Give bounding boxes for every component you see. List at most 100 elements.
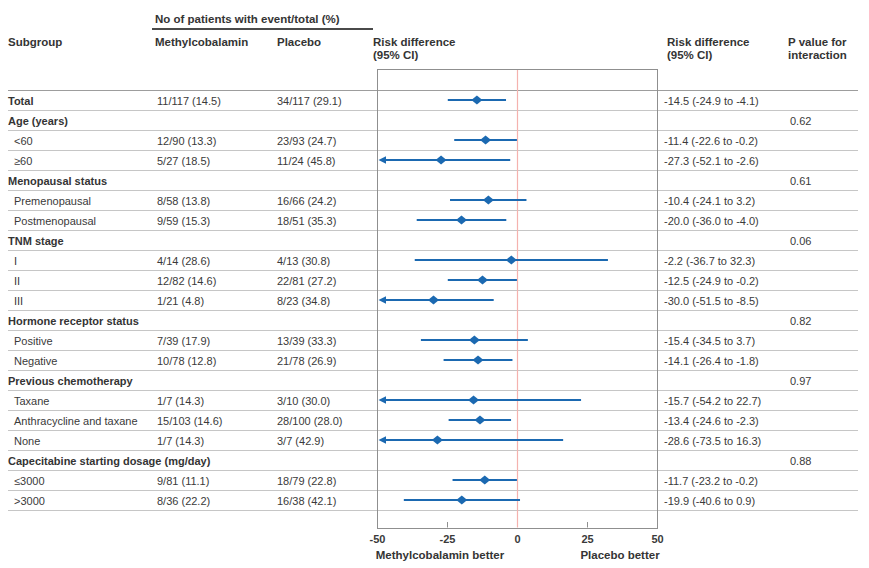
point-estimate-diamond [473,355,484,364]
subgroup-label: ≥60 [14,155,32,167]
subgroup-label: III [14,295,23,307]
subgroup-section-label: Capecitabine starting dosage (mg/day) [8,455,210,467]
placebo-value: 34/117 (29.1) [277,95,342,107]
methylcobalamin-value: 12/82 (14.6) [157,275,216,287]
placebo-value: 8/23 (34.8) [277,295,330,307]
x-axis-tick-label: -50 [370,533,386,545]
forest-plot-figure: No of patients with event/total (%) Subg… [0,0,869,568]
placebo-value: 23/93 (24.7) [277,135,336,147]
subgroup-label: Positive [14,335,53,347]
column-header-risk-difference-text: Risk difference (95% CI) [667,36,749,61]
p-value-interaction: 0.06 [790,235,811,247]
point-estimate-diamond [479,475,490,484]
risk-difference-ci-value: -14.1 (-26.4 to -1.8) [664,355,759,367]
methylcobalamin-value: 9/59 (15.3) [157,215,210,227]
methylcobalamin-value: 9/81 (11.1) [157,475,209,487]
methylcobalamin-value: 15/103 (14.6) [157,415,222,427]
p-value-interaction: 0.88 [790,455,811,467]
ci-arrow-left [379,436,387,444]
left-better-label: Methylcobalamin better [376,549,504,561]
point-estimate-diamond [432,435,443,444]
point-estimate-diamond [436,155,447,164]
risk-difference-ci-value: -19.9 (-40.6 to 0.9) [664,495,755,507]
p-value-interaction: 0.62 [790,115,811,127]
methylcobalamin-value: 8/36 (22.2) [157,495,210,507]
events-header-underline [152,28,373,30]
subgroup-label: Postmenopausal [14,215,96,227]
x-axis-tick-label: 0 [514,533,520,545]
p-value-interaction: 0.61 [790,175,811,187]
risk-difference-ci-value: -28.6 (-73.5 to 16.3) [664,435,761,447]
subgroup-section-label: Previous chemotherapy [8,375,133,387]
x-axis-tick-label: 25 [581,533,593,545]
column-header-risk-difference-plot: Risk difference (95% CI) [373,36,455,61]
risk-difference-ci-value: -10.4 (-24.1 to 3.2) [664,195,755,207]
placebo-value: 3/7 (42.9) [277,435,324,447]
placebo-value: 16/66 (24.2) [277,195,336,207]
ci-arrow-left [379,296,387,304]
risk-difference-ci-value: -27.3 (-52.1 to -2.6) [664,155,759,167]
column-header-pvalue: P value for interaction [788,36,847,61]
risk-difference-ci-value: -20.0 (-36.0 to -4.0) [664,215,759,227]
point-estimate-diamond [471,95,482,104]
placebo-value: 3/10 (30.0) [277,395,330,407]
subgroup-label: Anthracycline and taxane [14,415,138,427]
subgroup-label: Total [8,95,33,107]
point-estimate-diamond [428,295,439,304]
risk-difference-ci-value: -2.2 (-36.7 to 32.3) [664,255,755,267]
subgroup-section-label: TNM stage [8,235,64,247]
subgroup-section-label: Age (years) [8,115,68,127]
risk-difference-ci-value: -15.4 (-34.5 to 3.7) [664,335,755,347]
point-estimate-diamond [456,215,467,224]
point-estimate-diamond [468,395,479,404]
risk-difference-ci-value: -15.7 (-54.2 to 22.7) [664,395,761,407]
methylcobalamin-value: 1/7 (14.3) [157,395,204,407]
methylcobalamin-value: 1/21 (4.8) [157,295,204,307]
risk-difference-ci-value: -30.0 (-51.5 to -8.5) [664,295,759,307]
placebo-value: 22/81 (27.2) [277,275,336,287]
methylcobalamin-value: 7/39 (17.9) [157,335,210,347]
column-header-subgroup: Subgroup [8,36,62,49]
methylcobalamin-value: 11/117 (14.5) [157,95,221,107]
subgroup-label: I [14,255,17,267]
placebo-value: 4/13 (30.8) [277,255,330,267]
methylcobalamin-value: 8/58 (13.8) [157,195,210,207]
events-group-header: No of patients with event/total (%) [155,13,340,26]
placebo-value: 13/39 (33.3) [277,335,336,347]
subgroup-label: Negative [14,355,57,367]
risk-difference-ci-value: -11.7 (-23.2 to -0.2) [664,475,758,487]
point-estimate-diamond [480,135,491,144]
methylcobalamin-value: 4/14 (28.6) [157,255,210,267]
placebo-value: 16/38 (42.1) [277,495,336,507]
p-value-interaction: 0.82 [790,315,811,327]
placebo-value: 28/100 (28.0) [277,415,342,427]
placebo-value: 21/78 (26.9) [277,355,336,367]
subgroup-section-label: Hormone receptor status [8,315,139,327]
placebo-value: 11/24 (45.8) [277,155,336,167]
methylcobalamin-value: 5/27 (18.5) [157,155,210,167]
placebo-value: 18/51 (35.3) [277,215,336,227]
placebo-value: 18/79 (22.8) [277,475,336,487]
right-better-label: Placebo better [580,549,659,561]
risk-difference-ci-value: -13.4 (-24.6 to -2.3) [664,415,759,427]
subgroup-label: II [14,275,20,287]
methylcobalamin-value: 10/78 (12.8) [157,355,216,367]
methylcobalamin-value: 12/90 (13.3) [157,135,216,147]
subgroup-label: >3000 [14,495,45,507]
methylcobalamin-value: 1/7 (14.3) [157,435,204,447]
point-estimate-diamond [456,495,467,504]
point-estimate-diamond [506,255,517,264]
forest-plot-panel [377,69,659,529]
ci-arrow-left [379,156,387,164]
ci-arrow-left [379,396,387,404]
subgroup-label: None [14,435,40,447]
point-estimate-diamond [469,335,480,344]
point-estimate-diamond [477,275,488,284]
x-axis-tick-label: -25 [440,533,456,545]
subgroup-label: ≤3000 [14,475,45,487]
point-estimate-diamond [483,195,494,204]
subgroup-label: <60 [14,135,33,147]
risk-difference-ci-value: -14.5 (-24.9 to -4.1) [664,95,759,107]
subgroup-label: Premenopausal [14,195,91,207]
subgroup-label: Taxane [14,395,49,407]
